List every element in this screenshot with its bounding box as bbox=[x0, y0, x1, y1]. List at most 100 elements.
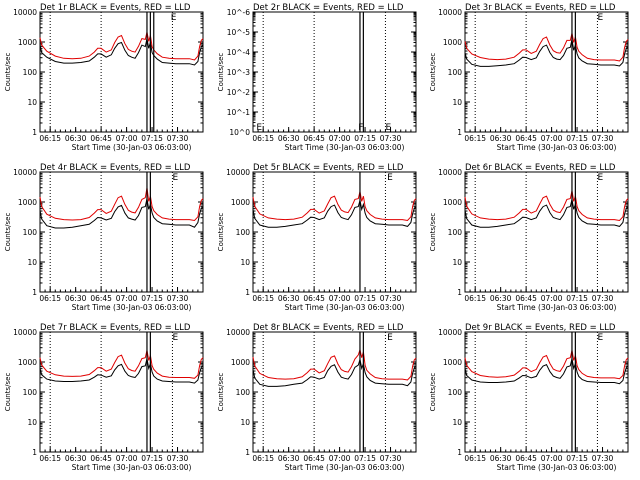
x-tick-label: 07:00 bbox=[116, 454, 138, 463]
x-tick-label: 06:45 bbox=[303, 134, 325, 143]
y-tick-label: 1 bbox=[245, 288, 250, 297]
y-tick-label: 10000 bbox=[13, 168, 37, 177]
detector-plot-9: Det 9r BLACK = Events, RED = LLD 1 10 100 10… bbox=[429, 323, 629, 472]
plot-title: Det 4r BLACK = Events, RED = LLD bbox=[40, 163, 191, 173]
y-tick-label: 10 bbox=[27, 98, 37, 107]
y-tick-label: 100 bbox=[236, 388, 251, 397]
lld-series-line bbox=[39, 187, 204, 222]
y-axis-label: Counts/sec bbox=[429, 53, 437, 92]
y-axis-label: Counts/sec bbox=[4, 213, 12, 252]
detector-plot-3: Det 3r BLACK = Events, RED = LLD 1 10 100 10… bbox=[429, 3, 629, 152]
events-series-line bbox=[39, 358, 204, 384]
x-tick-label: 06:45 bbox=[303, 454, 325, 463]
y-axis-label: Counts/sec bbox=[4, 53, 12, 92]
x-tick-label: 06:45 bbox=[515, 134, 537, 143]
x-tick-label: 07:15 bbox=[141, 294, 163, 303]
plot-title: Det 9r BLACK = Events, RED = LLD bbox=[465, 323, 616, 333]
lld-series-line bbox=[252, 191, 417, 222]
y-tick-label: 1 bbox=[32, 128, 37, 137]
y-tick-label: 1000 bbox=[18, 358, 37, 367]
y-tick-label: 100 bbox=[448, 388, 463, 397]
flag-mark: E bbox=[597, 13, 603, 23]
events-series-line bbox=[252, 359, 417, 387]
y-tick-label: 1 bbox=[32, 288, 37, 297]
events-series-line bbox=[464, 39, 629, 67]
lld-series-line bbox=[464, 32, 629, 62]
y-tick-label: 1 bbox=[32, 448, 37, 457]
x-tick-label: 07:15 bbox=[566, 294, 588, 303]
x-tick-label: 07:30 bbox=[167, 454, 189, 463]
lld-series-line bbox=[252, 347, 417, 381]
x-tick-label: 07:15 bbox=[566, 134, 588, 143]
x-axis-label: Start Time (30-Jan-03 06:03:00) bbox=[285, 303, 405, 312]
x-tick-label: 07:30 bbox=[380, 134, 402, 143]
y-tick-label: 1000 bbox=[231, 358, 250, 367]
y-axis-label: Counts/sec bbox=[429, 373, 437, 412]
x-tick-label: 06:15 bbox=[464, 294, 486, 303]
y-tick-label: 10^-6 bbox=[227, 8, 251, 17]
flag-mark: E bbox=[256, 123, 262, 133]
x-axis-label: Start Time (30-Jan-03 06:03:00) bbox=[72, 303, 192, 312]
x-tick-label: 07:30 bbox=[592, 134, 614, 143]
flag-mark: E bbox=[171, 13, 177, 23]
detector-plot-8: Det 8r BLACK = Events, RED = LLD 1 10 100 10… bbox=[217, 323, 417, 472]
y-tick-label: 1 bbox=[457, 448, 462, 457]
y-tick-label: 10 bbox=[240, 258, 250, 267]
y-tick-label: 10 bbox=[452, 98, 462, 107]
y-tick-label: 100 bbox=[448, 68, 463, 77]
x-tick-label: 06:15 bbox=[252, 294, 274, 303]
plot-frame bbox=[464, 11, 629, 133]
flag-mark: E bbox=[597, 173, 603, 183]
x-tick-label: 06:45 bbox=[303, 294, 325, 303]
y-tick-label: 100 bbox=[23, 68, 38, 77]
y-tick-label: 10000 bbox=[226, 168, 250, 177]
y-tick-label: 10^-3 bbox=[227, 68, 251, 77]
x-tick-label: 06:30 bbox=[278, 454, 300, 463]
plot-title: Det 6r BLACK = Events, RED = LLD bbox=[465, 163, 616, 173]
y-tick-label: 1000 bbox=[18, 38, 37, 47]
detector-plot-7: Det 7r BLACK = Events, RED = LLD 1 10 100 10… bbox=[4, 323, 204, 472]
y-axis-label: Counts/sec bbox=[429, 213, 437, 252]
y-tick-label: 10000 bbox=[438, 168, 462, 177]
x-tick-label: 06:30 bbox=[65, 454, 87, 463]
y-tick-label: 100 bbox=[448, 228, 463, 237]
x-tick-label: 06:30 bbox=[278, 134, 300, 143]
y-tick-label: 10000 bbox=[226, 328, 250, 337]
y-tick-label: 10000 bbox=[13, 328, 37, 337]
flag-mark: E bbox=[387, 333, 393, 343]
x-tick-label: 07:30 bbox=[592, 294, 614, 303]
plot-title: Det 8r BLACK = Events, RED = LLD bbox=[253, 323, 404, 333]
y-tick-label: 1000 bbox=[443, 38, 462, 47]
y-tick-label: 1 bbox=[457, 288, 462, 297]
detector-plot-4: Det 4r BLACK = Events, RED = LLD 1 10 100 10… bbox=[4, 163, 204, 312]
y-tick-label: 10^-5 bbox=[227, 28, 251, 37]
x-tick-label: 07:15 bbox=[354, 454, 376, 463]
events-series-line bbox=[252, 200, 417, 228]
x-axis-label: Start Time (30-Jan-03 06:03:00) bbox=[285, 143, 405, 152]
x-tick-label: 07:15 bbox=[141, 454, 163, 463]
flag-mark: E bbox=[172, 173, 178, 183]
plot-title: Det 7r BLACK = Events, RED = LLD bbox=[40, 323, 191, 333]
x-tick-label: 06:15 bbox=[39, 454, 61, 463]
x-axis-label: Start Time (30-Jan-03 06:03:00) bbox=[72, 463, 192, 472]
y-tick-label: 10^-2 bbox=[227, 88, 251, 97]
x-tick-label: 06:45 bbox=[90, 294, 112, 303]
x-tick-label: 06:15 bbox=[252, 454, 274, 463]
y-tick-label: 10000 bbox=[438, 328, 462, 337]
x-tick-label: 06:45 bbox=[90, 134, 112, 143]
plot-frame bbox=[39, 11, 204, 133]
plot-frame bbox=[39, 331, 204, 453]
y-tick-label: 100 bbox=[236, 228, 251, 237]
x-tick-label: 06:15 bbox=[464, 134, 486, 143]
y-tick-label: 10^0 bbox=[229, 128, 250, 137]
y-tick-label: 100 bbox=[23, 228, 38, 237]
x-tick-label: 06:30 bbox=[490, 294, 512, 303]
plot-frame bbox=[252, 171, 417, 293]
y-tick-label: 1000 bbox=[443, 198, 462, 207]
x-tick-label: 06:45 bbox=[515, 294, 537, 303]
x-tick-label: 07:00 bbox=[541, 294, 563, 303]
y-tick-label: 10 bbox=[452, 258, 462, 267]
x-tick-label: 06:15 bbox=[252, 134, 274, 143]
x-tick-label: 06:15 bbox=[39, 134, 61, 143]
events-series-line bbox=[39, 198, 204, 229]
